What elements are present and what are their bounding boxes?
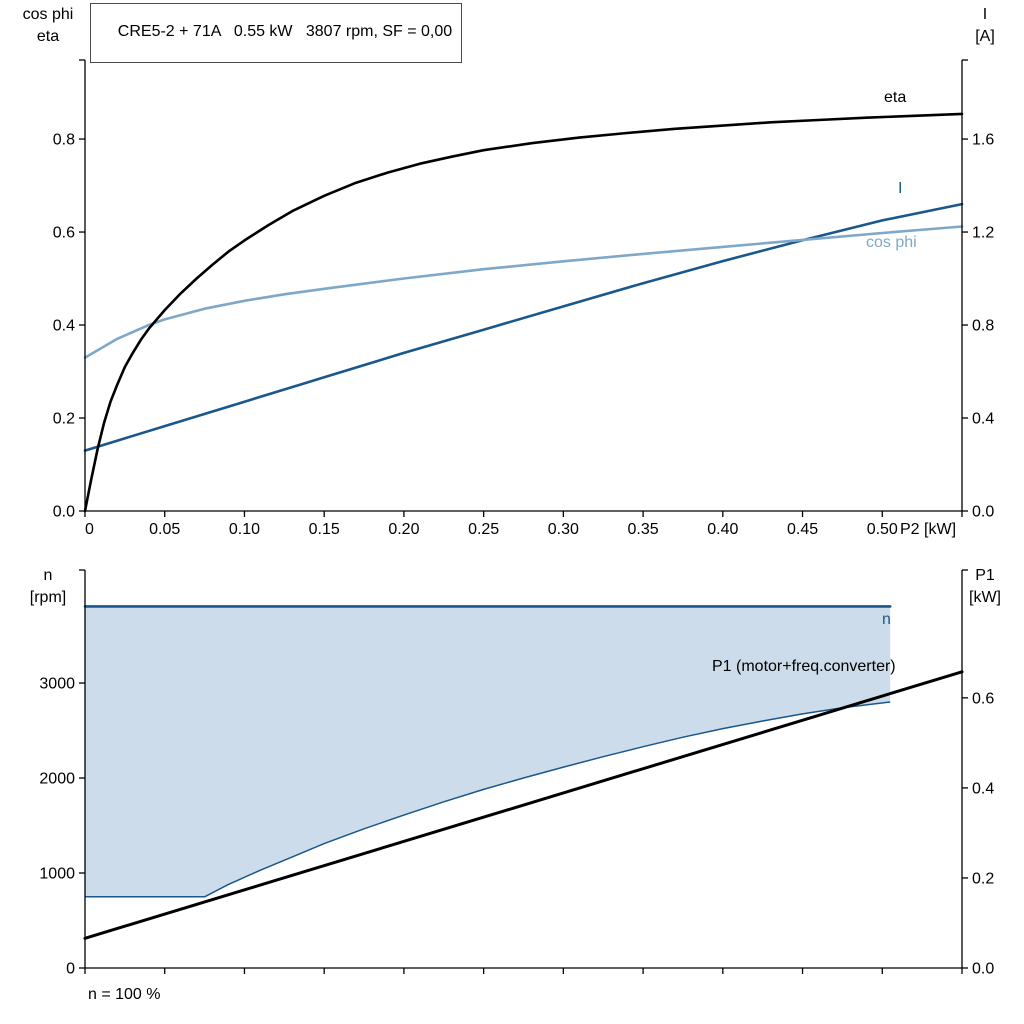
- x-tick-label: 0.20: [388, 521, 419, 538]
- y-tick-label-left: 0.0: [53, 504, 75, 521]
- x-tick-label: 0.45: [787, 521, 818, 538]
- n-curve-label: n: [882, 611, 891, 628]
- x-tick-label: 0.30: [548, 521, 579, 538]
- current-curve-label: I: [898, 180, 903, 197]
- y-tick-label-right: 1.6: [972, 132, 994, 149]
- top-right-axis-title: I [A]: [958, 4, 1012, 48]
- series-p1-motor-freq-converter-: [83, 670, 964, 940]
- speed-operating-envelope-boundary-line: [85, 701, 891, 898]
- x-tick-label: 0.40: [707, 521, 738, 538]
- y-tick-label-right: 0.0: [972, 961, 994, 978]
- series-i: [83, 202, 964, 452]
- bottom-left-axis-title-line2: [rpm]: [29, 589, 67, 606]
- eta-curve-label: eta: [884, 89, 907, 106]
- bottom-right-axis-title-line2: [kW]: [969, 589, 1001, 606]
- x-tick-label: 0.15: [309, 521, 340, 538]
- chart-title: CRE5-2 + 71A 0.55 kW 3807 rpm, SF = 0,00: [117, 23, 453, 40]
- y-tick-label-right: 0.2: [972, 870, 994, 887]
- y-tick-label-left: 0.8: [53, 132, 75, 149]
- top-left-axis-title: cos phi eta: [12, 4, 84, 48]
- y-tick-label-right: 0.0: [972, 504, 994, 521]
- bottom-chart: 0 1000 2000 3000 0.0 0.2 0.4 0.6: [39, 569, 994, 978]
- y-tick-label-right: 0.6: [972, 690, 994, 707]
- top-left-axis-title-line2: eta: [36, 28, 60, 45]
- x-tick-label: 0: [85, 521, 94, 538]
- chart-title-box: CRE5-2 + 71A 0.55 kW 3807 rpm, SF = 0,00: [90, 3, 463, 63]
- speed-note: n = 100 %: [88, 986, 161, 1003]
- x-tick-label: 0.25: [468, 521, 499, 538]
- cos-phi-curve-label: cos phi: [866, 234, 917, 251]
- speed-operating-envelope-fill: [85, 606, 891, 897]
- y-tick-label-left: 2000: [39, 771, 75, 788]
- bottom-left-axis-title-line1: n: [43, 567, 53, 584]
- x-axis-label: P2 [kW]: [900, 521, 957, 538]
- y-tick-label-left: 0.6: [53, 225, 75, 242]
- y-tick-label-left: 1000: [39, 866, 75, 883]
- y-tick-label-right: 0.8: [972, 318, 994, 335]
- x-tick-label: 0.35: [628, 521, 659, 538]
- x-tick-label: 0.50: [867, 521, 898, 538]
- x-tick-label: 0.05: [149, 521, 180, 538]
- bottom-right-axis-title: P1 [kW]: [958, 565, 1012, 609]
- bottom-left-axis-title: n [rpm]: [12, 565, 84, 609]
- bottom-right-axis-title-line1: P1: [975, 567, 995, 584]
- y-tick-label-left: 0: [66, 961, 75, 978]
- top-right-axis-title-line1: I: [982, 6, 988, 23]
- series-cos-phi: [83, 225, 964, 359]
- y-tick-label-right: 0.4: [972, 411, 994, 428]
- y-tick-label-left: 0.2: [53, 411, 75, 428]
- top-right-axis-title-line2: [A]: [975, 28, 995, 45]
- x-tick-label: 0.10: [229, 521, 260, 538]
- y-tick-label-right: 1.2: [972, 225, 994, 242]
- series-eta: [83, 112, 964, 513]
- y-tick-label-left: 3000: [39, 676, 75, 693]
- p1-curve-label: P1 (motor+freq.converter): [712, 658, 896, 675]
- top-left-axis-title-line1: cos phi: [22, 6, 74, 23]
- y-tick-label-left: 0.4: [53, 318, 75, 335]
- y-tick-label-right: 0.4: [972, 780, 994, 797]
- top-chart: 0.0 0.2 0.4 0.6 0.8 0.0 0.4 0.8 1.2 1.6 0 0.05 0.10 0…: [53, 59, 994, 538]
